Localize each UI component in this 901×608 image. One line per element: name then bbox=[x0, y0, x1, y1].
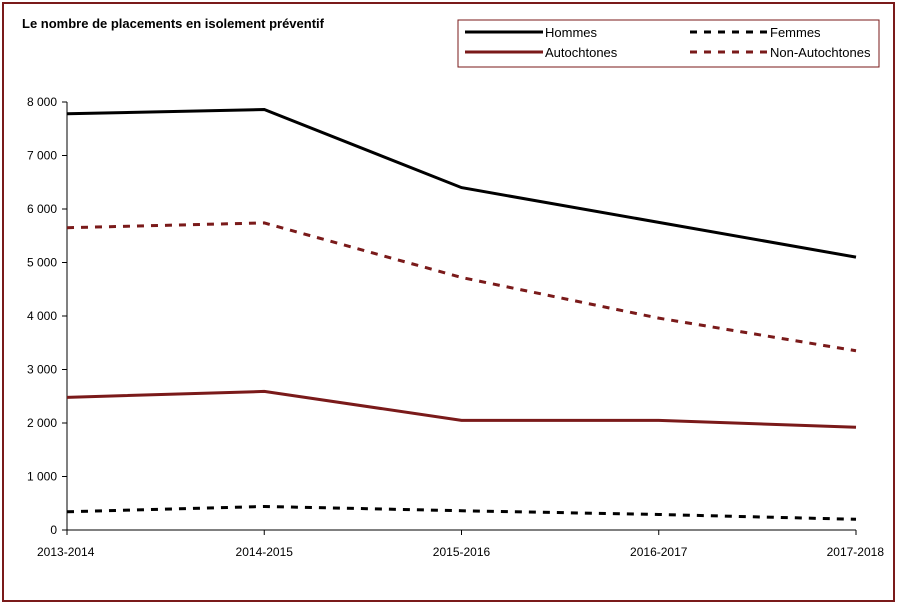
series-line-non-autochtones bbox=[66, 221, 857, 353]
x-tick-label: 2017-2018 bbox=[827, 545, 885, 559]
series-lines bbox=[66, 107, 857, 521]
legend-label: Femmes bbox=[770, 25, 821, 40]
legend-label: Hommes bbox=[545, 25, 598, 40]
series-line-femmes bbox=[66, 504, 857, 521]
legend-label: Non-Autochtones bbox=[770, 45, 871, 60]
y-tick-label: 0 bbox=[50, 523, 57, 537]
x-tick-label: 2013-2014 bbox=[37, 545, 95, 559]
legend-label: Autochtones bbox=[545, 45, 618, 60]
y-tick-label: 5 000 bbox=[27, 256, 57, 270]
chart-frame bbox=[2, 2, 895, 602]
x-tick-label: 2015-2016 bbox=[433, 545, 491, 559]
legend: Hommes Femmes Autochtones Non-Autochtones bbox=[457, 19, 880, 68]
y-tick-label: 6 000 bbox=[27, 202, 57, 216]
y-tick-label: 7 000 bbox=[27, 149, 57, 163]
y-tick-label: 1 000 bbox=[27, 470, 57, 484]
y-tick-label: 2 000 bbox=[27, 416, 57, 430]
y-tick-label: 4 000 bbox=[27, 309, 57, 323]
chart-title: Le nombre de placements en isolement pré… bbox=[22, 16, 324, 31]
series-line-hommes bbox=[66, 107, 857, 259]
axes: 0 1 000 2 000 3 000 4 000 5 000 6 000 7 000 8 00… bbox=[27, 95, 884, 559]
x-tick-label: 2014-2015 bbox=[236, 545, 294, 559]
series-line-autochtones bbox=[66, 389, 857, 429]
y-tick-label: 3 000 bbox=[27, 363, 57, 377]
x-tick-label: 2016-2017 bbox=[630, 545, 688, 559]
legend-box bbox=[457, 19, 880, 68]
y-tick-label: 8 000 bbox=[27, 95, 57, 109]
